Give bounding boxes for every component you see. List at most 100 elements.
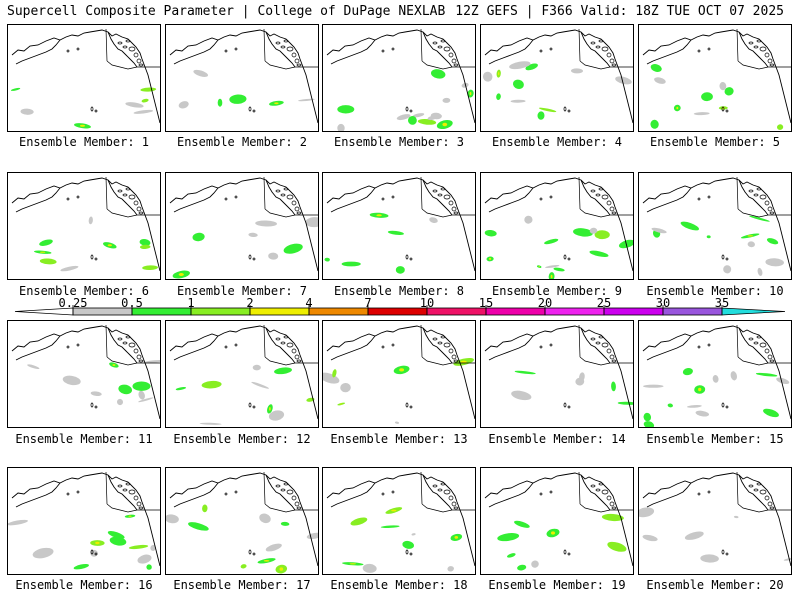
scp-blob <box>88 216 93 225</box>
alaska-peninsula <box>646 482 692 508</box>
island <box>756 335 762 339</box>
colorbar-tick-label: 7 <box>364 296 372 310</box>
scp-blob <box>496 93 501 100</box>
panhandle-coast <box>580 327 611 364</box>
scp-blob <box>643 421 655 427</box>
colorbar-tick-label: 30 <box>655 296 671 310</box>
panhandle-coast <box>265 474 296 511</box>
island <box>567 552 571 556</box>
scp-blob <box>192 232 205 242</box>
scp-blob <box>125 102 144 108</box>
scp-blob <box>615 76 632 85</box>
island <box>432 484 438 488</box>
alaska-peninsula <box>173 39 219 65</box>
scp-blob <box>8 519 28 526</box>
ensemble-member-label: Ensemble Member: 16 <box>15 578 153 592</box>
member-map-panel <box>638 172 792 280</box>
island <box>234 47 238 51</box>
scp-blob <box>259 513 271 524</box>
scp-core <box>376 214 382 217</box>
scp-core <box>551 531 555 535</box>
scp-blob <box>682 368 693 376</box>
island <box>248 402 252 408</box>
colorbar-tick-label: 0.25 <box>58 296 88 310</box>
island <box>136 206 142 212</box>
scp-blob <box>27 364 40 370</box>
island <box>707 490 711 494</box>
island <box>409 109 413 113</box>
scp-blob <box>39 239 53 246</box>
panhandle-coast <box>580 179 611 216</box>
island <box>76 47 80 51</box>
island <box>759 46 767 52</box>
scp-contours <box>484 215 633 279</box>
north-pacific-map <box>10 28 160 129</box>
scp-contours <box>511 370 633 405</box>
island <box>405 402 409 408</box>
scp-blob <box>538 107 557 113</box>
political-border <box>263 28 318 70</box>
ensemble-member-label: Ensemble Member: 10 <box>646 284 784 298</box>
island <box>275 41 281 45</box>
scp-blob <box>255 220 277 227</box>
scp-blob <box>417 118 437 125</box>
scp-blob <box>268 410 285 421</box>
scp-blob <box>684 531 704 540</box>
scp-blob <box>90 391 102 396</box>
scp-blob <box>667 403 673 408</box>
scp-contours <box>643 368 790 427</box>
island <box>764 200 770 206</box>
north-pacific-map <box>484 324 633 420</box>
ensemble-member-label: Ensemble Member: 20 <box>646 578 784 592</box>
scp-blob <box>783 557 791 561</box>
coastline <box>326 472 475 567</box>
ensemble-member-label: Ensemble Member: 3 <box>333 135 465 149</box>
island <box>451 58 457 64</box>
member-map-panel <box>638 320 792 428</box>
scp-blob <box>306 397 315 402</box>
island <box>563 549 567 555</box>
island <box>94 257 98 261</box>
island <box>595 45 601 49</box>
island <box>609 58 615 64</box>
island <box>128 46 136 52</box>
political-border <box>736 176 791 218</box>
scp-blob <box>107 530 125 539</box>
island <box>283 187 289 191</box>
scp-core <box>469 92 472 96</box>
colorbar-tick-label: 35 <box>714 296 730 310</box>
scp-blob <box>118 384 133 395</box>
scp-blob <box>175 386 187 391</box>
island <box>136 501 142 507</box>
island <box>391 343 395 347</box>
island <box>138 506 144 510</box>
scp-core <box>442 122 448 127</box>
scp-blob <box>166 514 179 524</box>
panhandle-coast <box>107 327 138 364</box>
member-map-panel <box>322 172 476 280</box>
island <box>280 193 286 197</box>
scp-blob <box>248 232 258 238</box>
island <box>549 343 553 347</box>
island <box>764 52 770 58</box>
scp-contours <box>27 360 160 406</box>
ensemble-member-label: Ensemble Member: 15 <box>646 432 784 446</box>
scp-blob <box>507 553 516 558</box>
valid-time: 12Z GEFS | F366 Valid: 18Z TUE OCT 07 20… <box>455 4 784 19</box>
scp-core <box>391 509 397 512</box>
island <box>90 549 94 555</box>
coastline <box>484 472 633 567</box>
island <box>748 41 754 45</box>
island <box>451 206 457 212</box>
colorbar-segment <box>190 307 251 316</box>
island <box>448 348 454 354</box>
scp-blob <box>553 267 565 272</box>
island <box>448 200 454 206</box>
island <box>66 492 70 496</box>
island <box>296 211 302 215</box>
scp-blob <box>719 82 727 91</box>
island <box>453 506 459 510</box>
ensemble-member-label: Ensemble Member: 14 <box>488 432 626 446</box>
scp-blob <box>142 265 158 271</box>
scp-blob <box>178 101 189 109</box>
